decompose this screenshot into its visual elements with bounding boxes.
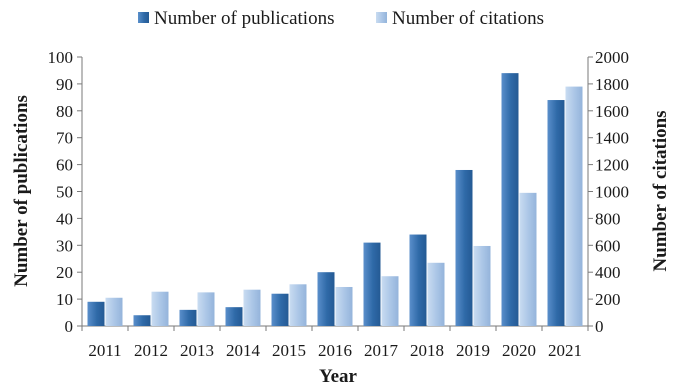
left-tick-label: 80 bbox=[56, 102, 73, 121]
x-tick-label: 2021 bbox=[548, 341, 582, 360]
bar-citations bbox=[289, 284, 307, 326]
bar-citations bbox=[519, 192, 537, 326]
left-tick-label: 30 bbox=[56, 236, 73, 255]
left-tick-label: 20 bbox=[56, 263, 73, 282]
right-tick-label: 1000 bbox=[595, 183, 629, 202]
right-tick-label: 1400 bbox=[595, 129, 629, 148]
left-y-axis-title: Number of publications bbox=[11, 95, 32, 287]
right-tick-label: 600 bbox=[595, 236, 621, 255]
x-axis-ticks: 2011 2012 2013 2014 2015 2016 2017 2018 2019 2020… bbox=[81, 326, 589, 360]
x-tick-label: 2019 bbox=[456, 341, 490, 360]
x-tick-label: 2018 bbox=[410, 341, 444, 360]
bar-citations bbox=[335, 286, 353, 326]
bar-publications bbox=[455, 169, 473, 326]
bar-publications bbox=[317, 272, 335, 326]
bar-citations bbox=[473, 245, 491, 326]
legend-swatch-publications bbox=[138, 12, 149, 23]
bar-publications bbox=[87, 301, 105, 326]
bar-citations bbox=[243, 289, 261, 326]
bar-publications bbox=[501, 73, 519, 326]
right-tick-label: 0 bbox=[595, 317, 604, 336]
right-tick-label: 1800 bbox=[595, 75, 629, 94]
x-tick-label: 2017 bbox=[364, 341, 399, 360]
left-tick-label: 40 bbox=[56, 209, 73, 228]
right-tick-label: 800 bbox=[595, 209, 621, 228]
x-tick-label: 2015 bbox=[272, 341, 306, 360]
left-tick-label: 100 bbox=[48, 48, 74, 67]
legend-label-publications: Number of publications bbox=[154, 8, 334, 29]
right-tick-label: 1600 bbox=[595, 102, 629, 121]
left-tick-label: 60 bbox=[56, 156, 73, 175]
legend-label-citations: Number of citations bbox=[392, 8, 544, 29]
left-tick-label: 90 bbox=[56, 75, 73, 94]
left-tick-label: 0 bbox=[65, 317, 74, 336]
bar-publications bbox=[363, 242, 381, 326]
bar-publications bbox=[225, 307, 243, 326]
right-tick-label: 200 bbox=[595, 290, 621, 309]
x-tick-label: 2014 bbox=[226, 341, 261, 360]
bars bbox=[87, 73, 583, 326]
bar-citations bbox=[151, 291, 169, 326]
right-y-axis-title: Number of citations bbox=[650, 110, 671, 271]
left-tick-label: 70 bbox=[56, 129, 73, 148]
legend: Number of publications Number of citatio… bbox=[138, 8, 544, 29]
x-axis-title: Year bbox=[319, 366, 358, 387]
right-tick-label: 400 bbox=[595, 263, 621, 282]
bar-publications bbox=[409, 234, 427, 326]
bar-publications bbox=[133, 315, 151, 326]
x-tick-label: 2020 bbox=[502, 341, 536, 360]
bar-citations bbox=[427, 262, 445, 326]
bar-publications bbox=[547, 100, 565, 326]
bar-publications bbox=[271, 293, 289, 326]
bar-citations bbox=[565, 86, 583, 326]
x-tick-label: 2016 bbox=[318, 341, 352, 360]
legend-swatch-citations bbox=[376, 12, 387, 23]
bar-citations bbox=[197, 292, 215, 326]
left-y-axis-ticks: 0 10 20 30 40 50 60 70 80 90 100 bbox=[48, 48, 82, 336]
right-tick-label: 2000 bbox=[595, 48, 629, 67]
bar-citations bbox=[381, 276, 399, 326]
x-tick-label: 2011 bbox=[88, 341, 121, 360]
x-tick-label: 2013 bbox=[180, 341, 214, 360]
left-tick-label: 10 bbox=[56, 290, 73, 309]
right-y-axis-ticks: 0 200 400 600 800 1000 1200 1400 1600 1800 2000 bbox=[588, 48, 629, 336]
bar-publications bbox=[179, 309, 197, 326]
right-tick-label: 1200 bbox=[595, 156, 629, 175]
bar-citations bbox=[105, 297, 123, 326]
left-tick-label: 50 bbox=[56, 183, 73, 202]
x-tick-label: 2012 bbox=[134, 341, 168, 360]
